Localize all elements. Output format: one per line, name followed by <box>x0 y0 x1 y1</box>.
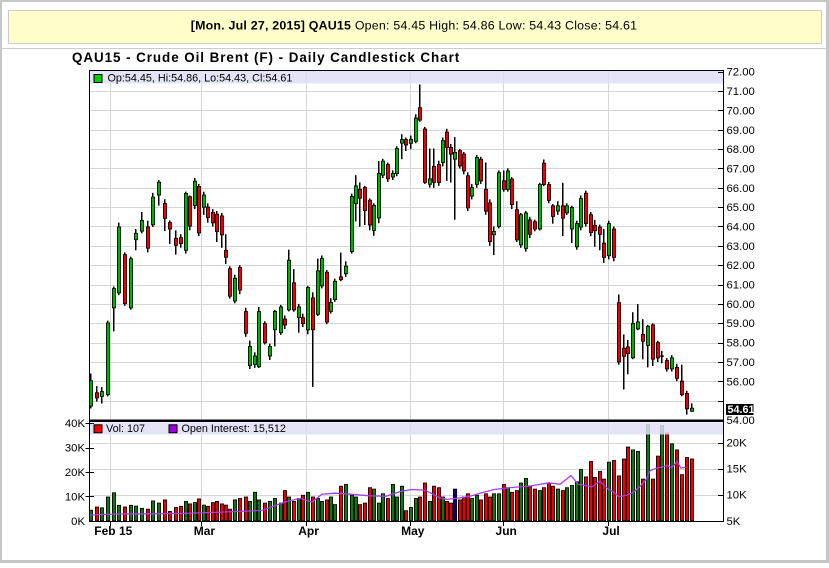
svg-text:20K: 20K <box>65 467 86 479</box>
svg-text:Vol: 107: Vol: 107 <box>106 423 145 435</box>
svg-text:66.00: 66.00 <box>727 183 755 195</box>
svg-text:Jul: Jul <box>602 524 619 538</box>
svg-text:Open Interest: 15,512: Open Interest: 15,512 <box>182 423 286 435</box>
svg-text:Jun: Jun <box>496 524 517 538</box>
svg-text:May: May <box>401 524 425 538</box>
svg-text:72.00: 72.00 <box>727 67 755 79</box>
svg-text:63.00: 63.00 <box>727 241 755 253</box>
svg-text:67.00: 67.00 <box>727 163 755 175</box>
svg-text:40K: 40K <box>65 418 86 430</box>
svg-text:Feb 15: Feb 15 <box>94 524 132 538</box>
svg-text:54.00: 54.00 <box>727 415 755 427</box>
svg-text:QAU15 - Crude Oil Brent (F) -: QAU15 - Crude Oil Brent (F) - Daily Cand… <box>72 50 460 65</box>
svg-text:Mar: Mar <box>194 524 216 538</box>
svg-text:Op:54.45, Hi:54.86, Lo:54.43,: Op:54.45, Hi:54.86, Lo:54.43, Cl:54.61 <box>108 72 293 84</box>
svg-text:59.00: 59.00 <box>727 318 755 330</box>
svg-text:64.00: 64.00 <box>727 222 755 234</box>
svg-text:15K: 15K <box>727 464 748 476</box>
svg-text:10K: 10K <box>65 492 86 504</box>
svg-text:70.00: 70.00 <box>727 105 755 117</box>
svg-text:57.00: 57.00 <box>727 357 755 369</box>
svg-text:58.00: 58.00 <box>727 338 755 350</box>
svg-text:71.00: 71.00 <box>727 86 755 98</box>
svg-text:20K: 20K <box>727 438 748 450</box>
svg-text:0K: 0K <box>71 516 85 528</box>
svg-text:69.00: 69.00 <box>727 125 755 137</box>
svg-text:65.00: 65.00 <box>727 202 755 214</box>
svg-text:60.00: 60.00 <box>727 299 755 311</box>
svg-text:68.00: 68.00 <box>727 144 755 156</box>
svg-text:5K: 5K <box>727 516 741 528</box>
svg-text:61.00: 61.00 <box>727 280 755 292</box>
svg-text:30K: 30K <box>65 443 86 455</box>
svg-text:[Mon. Jul 27, 2015] QAU15 Open: [Mon. Jul 27, 2015] QAU15 Open: 54.45 Hi… <box>191 19 638 33</box>
svg-text:Apr: Apr <box>298 524 319 538</box>
svg-text:62.00: 62.00 <box>727 260 755 272</box>
svg-text:56.00: 56.00 <box>727 376 755 388</box>
svg-text:54.61: 54.61 <box>728 404 755 416</box>
svg-text:10K: 10K <box>727 490 748 502</box>
